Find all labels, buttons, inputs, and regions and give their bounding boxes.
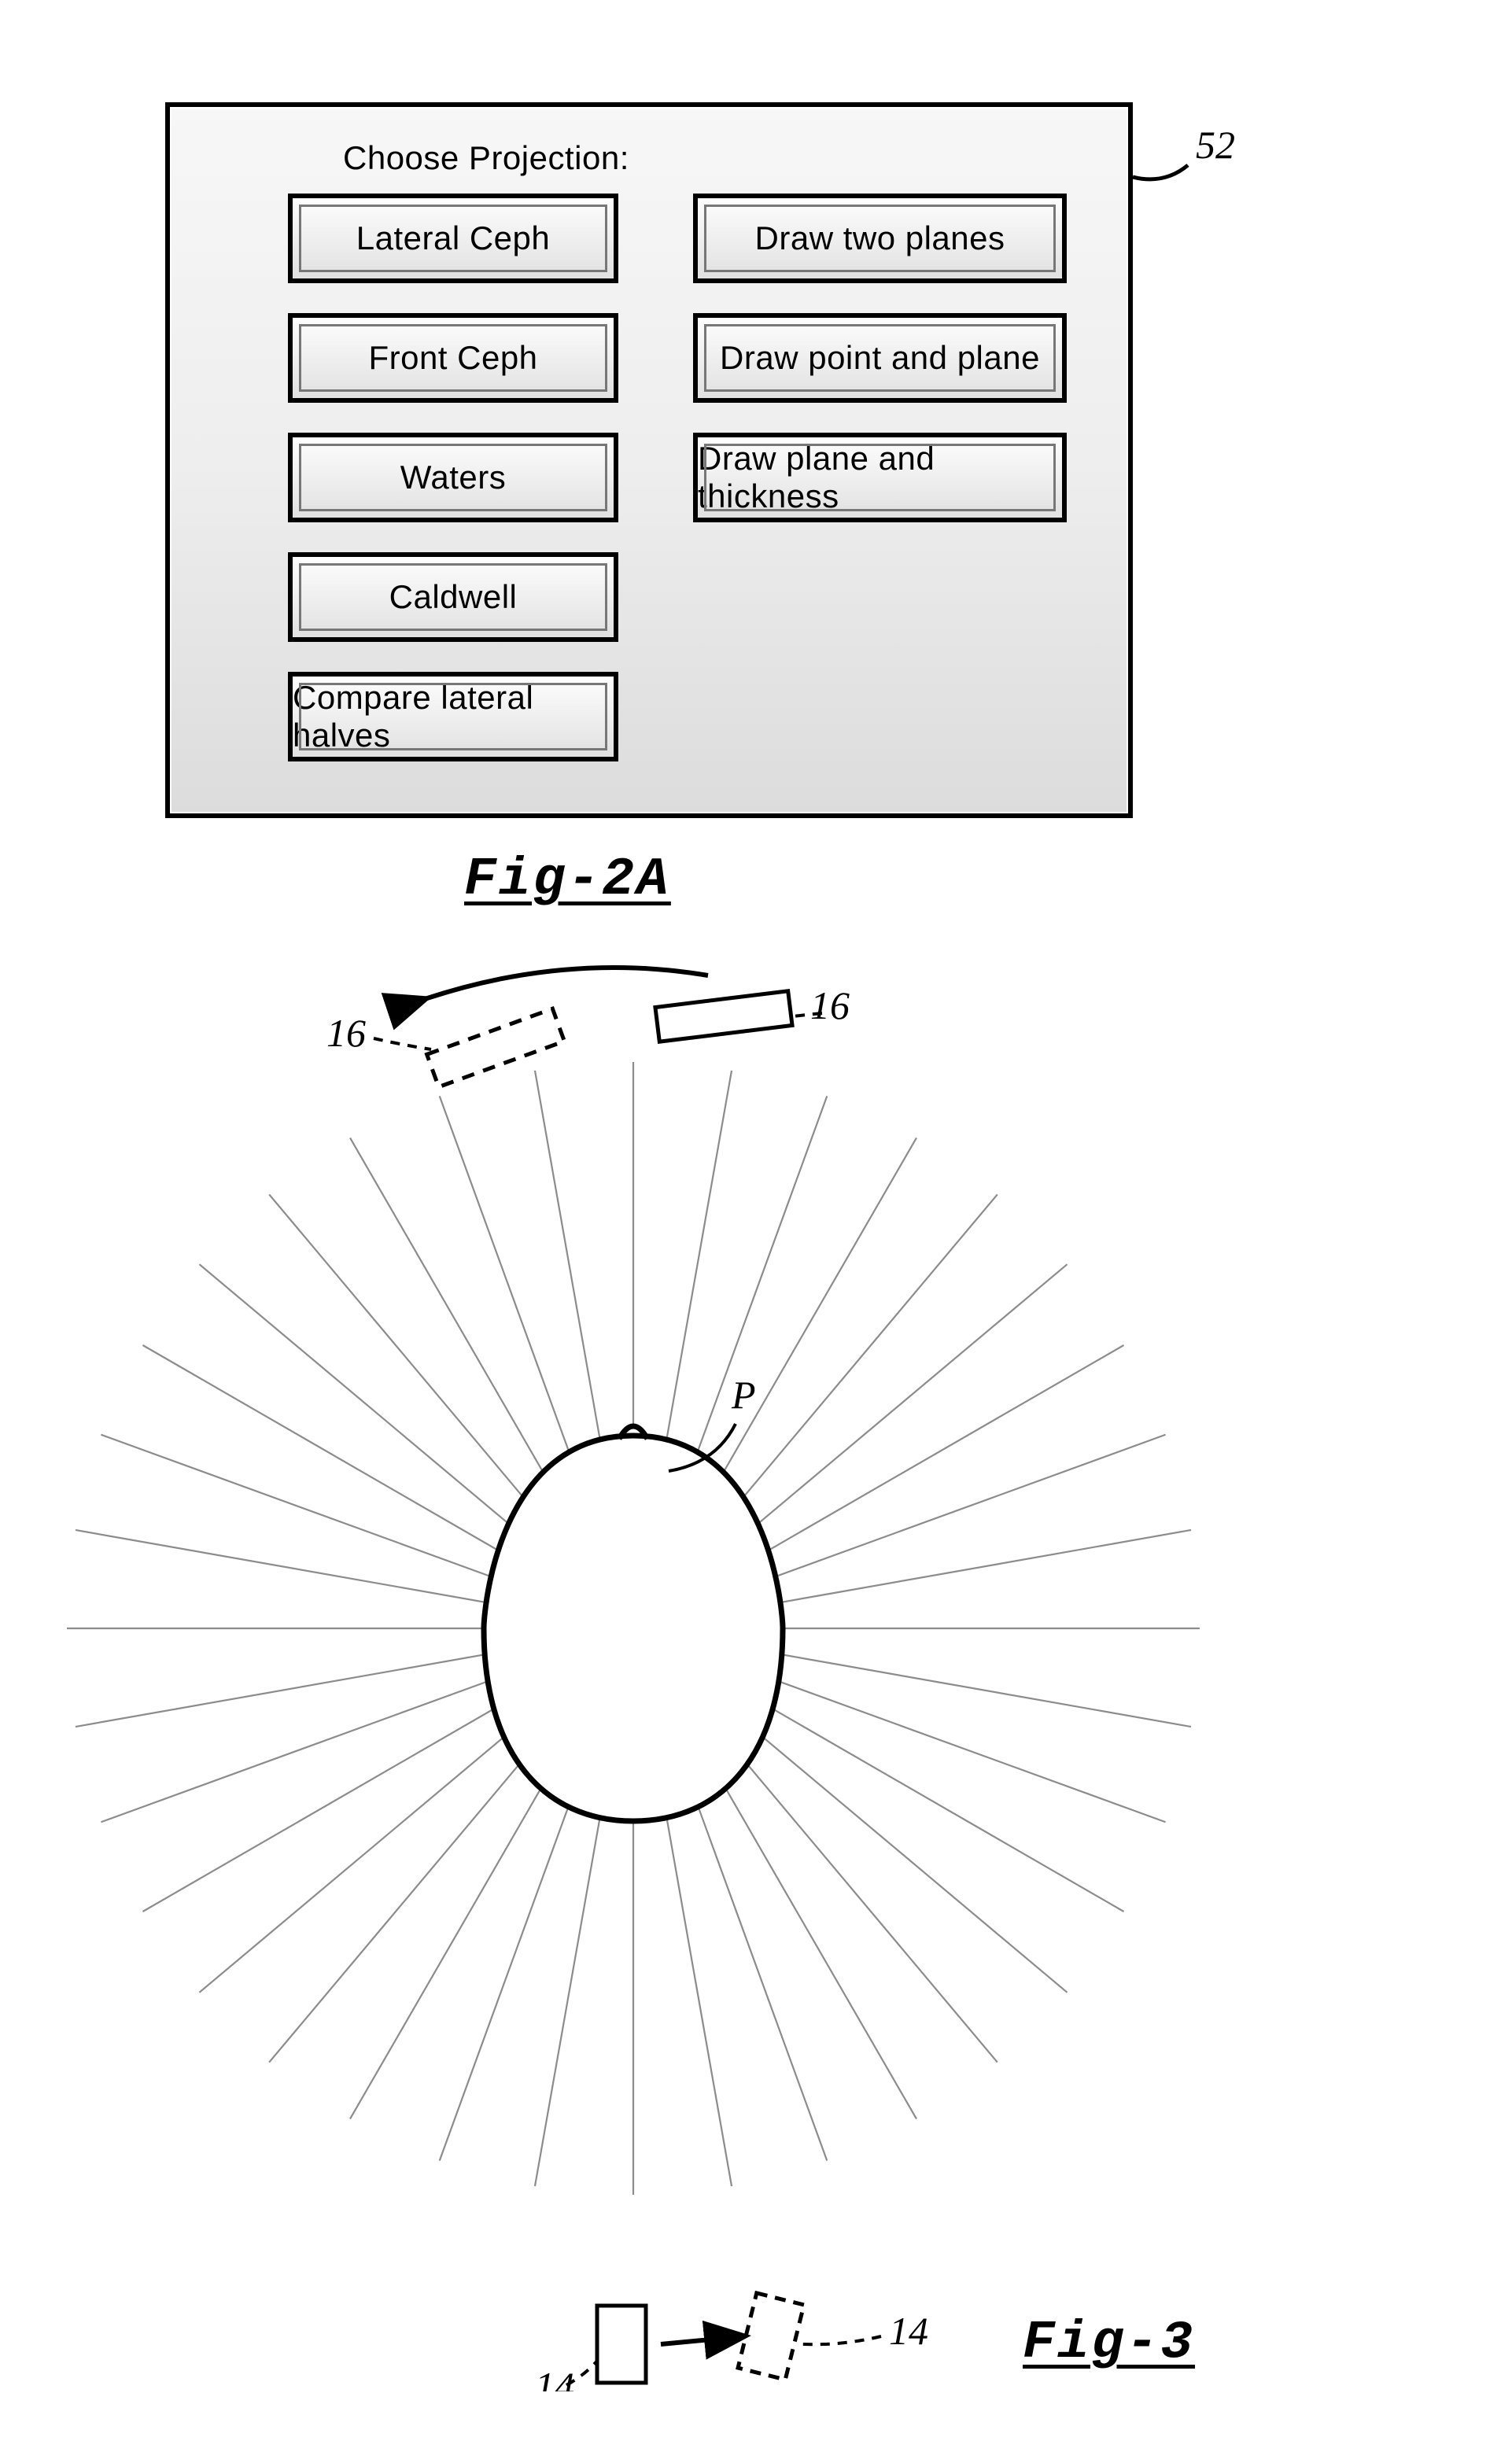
projection-button[interactable]: Caldwell bbox=[288, 552, 618, 642]
leader-14-right bbox=[802, 2336, 881, 2344]
patient-head bbox=[484, 1426, 783, 1821]
detector-16-solid bbox=[655, 991, 792, 1042]
projection-button[interactable]: Compare lateral halves bbox=[288, 672, 618, 761]
draw-button[interactable]: Draw point and plane bbox=[693, 313, 1067, 403]
draw-button[interactable]: Draw plane and thickness bbox=[693, 433, 1067, 522]
label-16-right: 16 bbox=[810, 983, 850, 1027]
projection-panel: Choose Projection: Lateral Ceph Front Ce… bbox=[165, 102, 1133, 818]
label-14-right: 14 bbox=[889, 2309, 928, 2353]
panel-title: Choose Projection: bbox=[343, 139, 629, 177]
fig3-diagram: P 16 16 14 14 bbox=[63, 952, 1204, 2391]
label-P: P bbox=[731, 1373, 756, 1417]
source-14-dashed bbox=[738, 2293, 804, 2380]
right-button-column: Draw two planes Draw point and plane Dra… bbox=[693, 194, 1067, 522]
leader-16-left bbox=[374, 1038, 431, 1049]
figure-3-label: Fig-3 bbox=[1023, 2313, 1195, 2373]
panel-frame: Choose Projection: Lateral Ceph Front Ce… bbox=[165, 102, 1133, 818]
label-14-left: 14 bbox=[535, 2364, 574, 2391]
projection-button[interactable]: Lateral Ceph bbox=[288, 194, 618, 283]
figure-2a-label: Fig-2A bbox=[464, 850, 671, 910]
ref-52-label: 52 bbox=[1196, 122, 1235, 168]
projection-button[interactable]: Waters bbox=[288, 433, 618, 522]
detector-16-dashed bbox=[427, 1008, 565, 1086]
label-16-left: 16 bbox=[326, 1011, 366, 1055]
left-button-column: Lateral Ceph Front Ceph Waters Caldwell … bbox=[288, 194, 618, 761]
source-14-solid bbox=[597, 2306, 646, 2383]
projection-button[interactable]: Front Ceph bbox=[288, 313, 618, 403]
source-motion-arrow bbox=[661, 2336, 743, 2344]
detector-motion-arrow bbox=[425, 968, 708, 999]
draw-button[interactable]: Draw two planes bbox=[693, 194, 1067, 283]
